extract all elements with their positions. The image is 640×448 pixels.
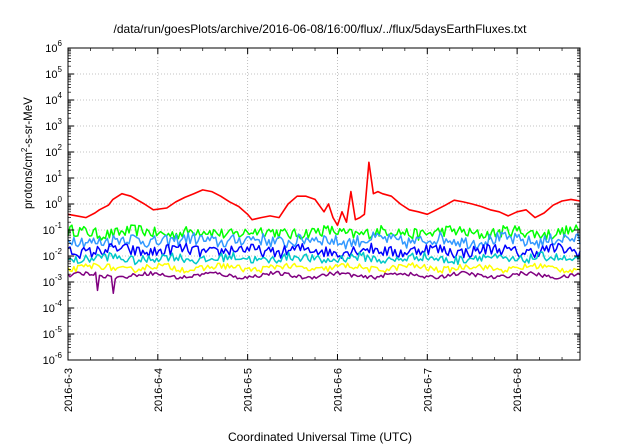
- y-tick-label: 102: [45, 143, 62, 159]
- x-tick-label: 2016-6-7: [422, 368, 434, 412]
- x-tick-label: 2016-6-8: [512, 368, 524, 412]
- y-tick-label: 10-6: [43, 351, 63, 367]
- y-tick-label: 100: [45, 195, 62, 211]
- x-axis-ticks: 2016-6-3 2016-6-4 2016-6-5 2016-6-6 2016-6-7…: [63, 48, 563, 412]
- series-line-1: [67, 161, 581, 227]
- series-line-7: [67, 270, 581, 295]
- y-tick-label: 104: [45, 91, 62, 107]
- x-tick-label: 2016-6-4: [153, 368, 165, 412]
- y-tick-label: 101: [45, 169, 62, 185]
- x-tick-label: 2016-6-6: [332, 368, 344, 412]
- x-tick-label: 2016-6-3: [63, 368, 75, 412]
- x-axis-label: Coordinated Universal Time (UTC): [227, 430, 413, 444]
- y-tick-label: 10-4: [43, 299, 63, 315]
- y-tick-label: 10-3: [43, 273, 63, 289]
- y-axis-label: protons/cm2-s-sr-MeV: [20, 97, 35, 209]
- x-tick-label: 2016-6-5: [243, 368, 255, 412]
- y-tick-label: 10-2: [43, 247, 63, 263]
- y-tick-label: 106: [45, 39, 62, 55]
- series-line-4: [67, 242, 581, 260]
- series-line-3: [67, 231, 581, 250]
- series-line-2: [67, 224, 581, 241]
- y-tick-label: 10-1: [43, 221, 63, 237]
- series-line-5: [67, 251, 581, 266]
- y-axis-ticks: 10-6 10-5 10-4 10-3 10-2 10-1 100 101 102 103 104 1…: [43, 39, 580, 367]
- chart-title: /data/run/goesPlots/archive/2016-06-08/1…: [113, 22, 527, 36]
- y-tick-label: 105: [45, 65, 62, 81]
- series-line-6: [67, 262, 581, 274]
- y-tick-label: 103: [45, 117, 62, 133]
- series-group: [67, 161, 581, 295]
- y-tick-label: 10-5: [43, 325, 63, 341]
